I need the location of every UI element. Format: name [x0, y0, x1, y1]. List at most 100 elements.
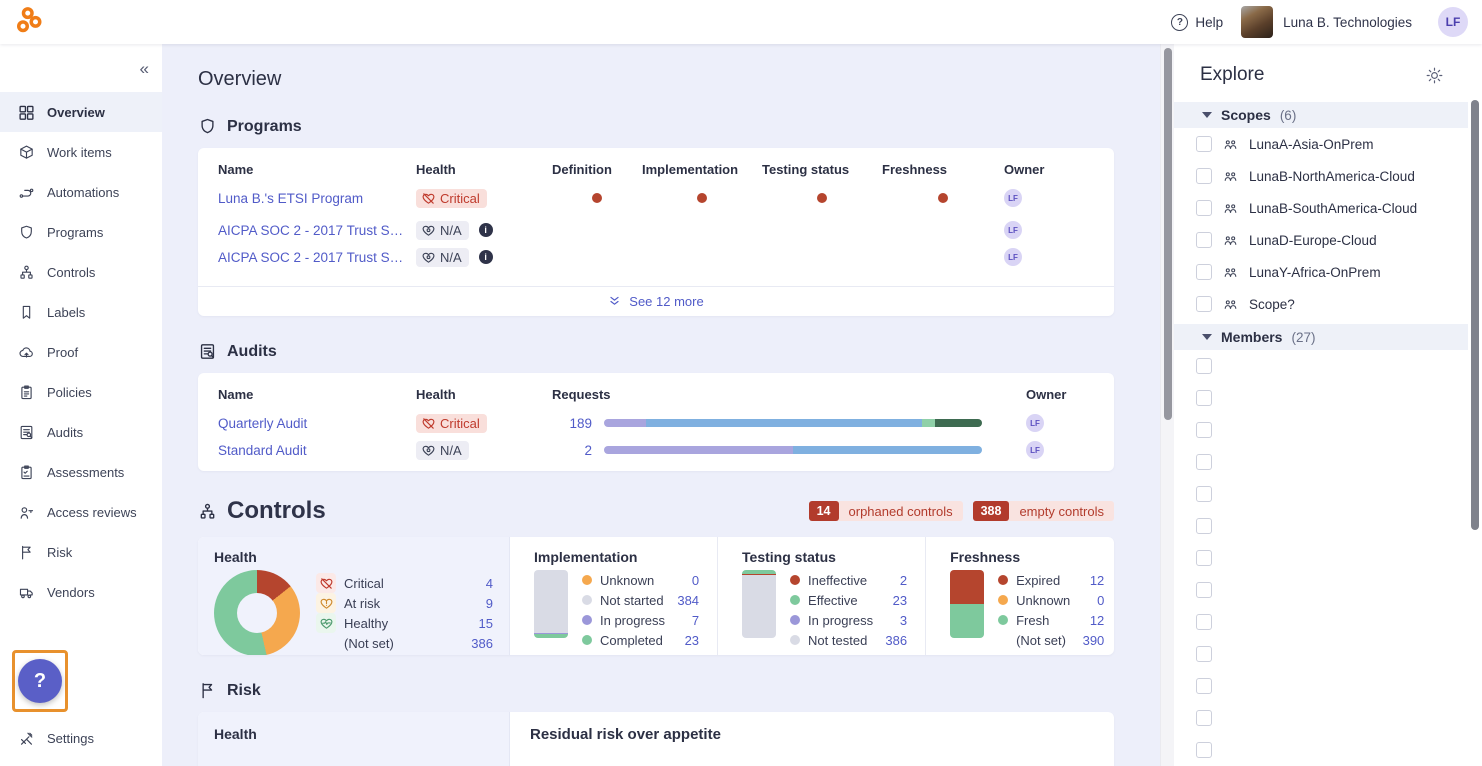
main-scrollbar[interactable] [1160, 44, 1174, 766]
grid-icon [19, 105, 34, 120]
scrollbar-thumb[interactable] [1164, 48, 1172, 420]
member-row[interactable] [1174, 734, 1468, 766]
sidebar-item-proof[interactable]: Proof [0, 332, 162, 372]
member-row[interactable] [1174, 350, 1468, 382]
member-row[interactable] [1174, 670, 1468, 702]
avatar [1222, 355, 1244, 377]
member-row[interactable] [1174, 542, 1468, 574]
help-label: Help [1195, 14, 1224, 30]
sidebar-item-settings[interactable]: Settings [0, 718, 162, 758]
checkbox[interactable] [1196, 518, 1212, 534]
scopes-section-header[interactable]: Scopes (6) [1174, 102, 1468, 128]
sidebar-item-work-items[interactable]: Work items [0, 132, 162, 172]
checkbox[interactable] [1196, 742, 1212, 758]
scope-row[interactable]: Scope? [1174, 288, 1468, 320]
checkbox[interactable] [1196, 200, 1212, 216]
sidebar-item-risk[interactable]: Risk [0, 532, 162, 572]
owner-avatar[interactable]: LF [1004, 221, 1022, 239]
checkbox[interactable] [1196, 550, 1212, 566]
tools-icon [20, 732, 33, 745]
sidebar-item-programs[interactable]: Programs [0, 212, 162, 252]
checkbox[interactable] [1196, 582, 1212, 598]
scrollbar-thumb[interactable] [1471, 100, 1479, 530]
checkbox[interactable] [1196, 614, 1212, 630]
sidebar-item-automations[interactable]: Automations [0, 172, 162, 212]
scope-row[interactable]: LunaA-Asia-OnPrem [1174, 128, 1468, 160]
health-badge-na: N/A [416, 247, 469, 267]
requests-count: 2 [584, 442, 592, 458]
sidebar-item-access-reviews[interactable]: Access reviews [0, 492, 162, 532]
audit-link[interactable]: Standard Audit [218, 442, 307, 458]
member-row[interactable] [1174, 574, 1468, 606]
help-button[interactable]: ? Help [1171, 13, 1224, 31]
legend-row: Expired 12 [998, 570, 1104, 590]
owner-avatar[interactable]: LF [1004, 189, 1022, 207]
checkbox[interactable] [1196, 454, 1212, 470]
see-more-button[interactable]: See 12 more [198, 286, 1114, 316]
sidebar-item-audits[interactable]: Audits [0, 412, 162, 452]
orphaned-controls-badge[interactable]: 14 orphaned controls [808, 501, 963, 521]
checkbox[interactable] [1196, 168, 1212, 184]
members-section-header[interactable]: Members (27) [1174, 324, 1468, 350]
scope-row[interactable]: LunaY-Africa-OnPrem [1174, 256, 1468, 288]
info-icon[interactable]: i [478, 250, 493, 264]
heart-slash-icon [422, 417, 435, 429]
info-icon[interactable]: i [478, 223, 493, 237]
sidebar-item-overview[interactable]: Overview [0, 92, 162, 132]
legend-row: In progress 7 [582, 610, 699, 630]
scope-row[interactable]: LunaB-NorthAmerica-Cloud [1174, 160, 1468, 192]
sidebar-item-labels[interactable]: Labels [0, 292, 162, 332]
controls-heading: Controls [227, 497, 326, 524]
member-row[interactable] [1174, 478, 1468, 510]
gear-icon[interactable] [1425, 66, 1444, 85]
owner-avatar[interactable]: LF [1026, 414, 1044, 432]
legend-row: Unknown 0 [998, 590, 1104, 610]
chevrons-down-icon [610, 296, 619, 305]
member-row[interactable] [1174, 510, 1468, 542]
program-link[interactable]: AICPA SOC 2 - 2017 Trust Services... [218, 249, 416, 265]
member-row[interactable] [1174, 414, 1468, 446]
member-row[interactable] [1174, 606, 1468, 638]
sidebar-item-vendors[interactable]: Vendors [0, 572, 162, 612]
sidebar-item-assessments[interactable]: Assessments [0, 452, 162, 492]
group-icon [1224, 139, 1237, 149]
scope-row[interactable]: LunaD-Europe-Cloud [1174, 224, 1468, 256]
status-dot-critical [697, 193, 707, 203]
audit-link[interactable]: Quarterly Audit [218, 415, 308, 431]
checkbox[interactable] [1196, 390, 1212, 406]
explore-scrollbar[interactable] [1468, 44, 1482, 766]
health-badge-na: N/A [416, 220, 469, 240]
program-link[interactable]: Luna B.'s ETSI Program [218, 190, 364, 206]
avatar [1222, 419, 1244, 441]
heart-gear-icon [422, 445, 435, 456]
sidebar-item-policies[interactable]: Policies [0, 372, 162, 412]
avatar [1222, 547, 1244, 569]
checkbox[interactable] [1196, 710, 1212, 726]
checkbox[interactable] [1196, 646, 1212, 662]
member-row[interactable] [1174, 638, 1468, 670]
hyperproof-logo[interactable] [14, 5, 44, 40]
user-avatar[interactable]: LF [1438, 7, 1468, 37]
member-row[interactable] [1174, 702, 1468, 734]
scope-row[interactable]: LunaB-SouthAmerica-Cloud [1174, 192, 1468, 224]
checkbox[interactable] [1196, 358, 1212, 374]
owner-avatar[interactable]: LF [1004, 248, 1022, 266]
collapse-sidebar-button[interactable]: « [139, 58, 149, 78]
org-switcher[interactable]: Luna B. Technologies [1241, 6, 1412, 38]
checkbox[interactable] [1196, 296, 1212, 312]
checkbox[interactable] [1196, 232, 1212, 248]
checkbox[interactable] [1196, 264, 1212, 280]
checkbox[interactable] [1196, 422, 1212, 438]
checkbox[interactable] [1196, 136, 1212, 152]
owner-avatar[interactable]: LF [1026, 441, 1044, 459]
legend-row: (Not set) 386 [344, 635, 493, 651]
empty-controls-badge[interactable]: 388 empty controls [972, 501, 1114, 521]
requests-count: 189 [569, 415, 592, 431]
member-row[interactable] [1174, 382, 1468, 414]
program-link[interactable]: AICPA SOC 2 - 2017 Trust Services... [218, 222, 416, 238]
checkbox[interactable] [1196, 678, 1212, 694]
sidebar-item-controls[interactable]: Controls [0, 252, 162, 292]
help-fab-button[interactable]: ? [18, 659, 62, 703]
member-row[interactable] [1174, 446, 1468, 478]
checkbox[interactable] [1196, 486, 1212, 502]
